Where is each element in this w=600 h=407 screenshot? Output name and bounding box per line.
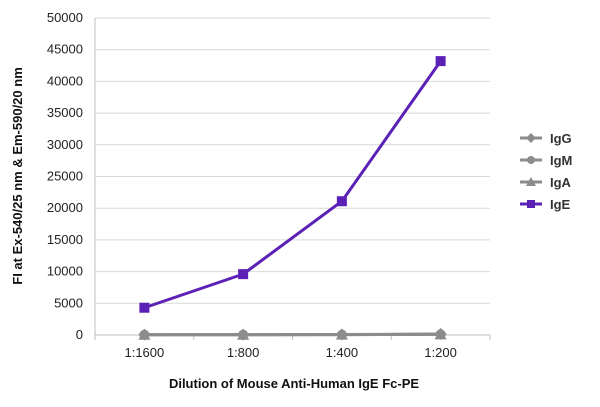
- y-tick-label: 10000: [47, 264, 83, 279]
- legend: IgG IgM IgA IgE: [520, 131, 572, 212]
- data-point-IgE: [139, 302, 150, 313]
- x-tick-labels: 1:1600 1:800 1:400 1:200: [124, 345, 456, 360]
- series-IgE: [139, 56, 446, 313]
- data-point-IgE: [435, 56, 446, 67]
- legend-marker: [526, 133, 536, 143]
- legend-label: IgM: [550, 153, 572, 168]
- legend-item-IgG: IgG: [520, 131, 572, 146]
- legend-marker: [527, 156, 535, 164]
- y-tick-labels: 0 5000 10000 15000 20000 25000 30000 35000 40000…: [47, 10, 83, 342]
- legend-item-IgA: IgA: [520, 175, 572, 190]
- legend-item-IgM: IgM: [520, 153, 572, 168]
- y-tick-label: 40000: [47, 73, 83, 88]
- data-point-IgA: [138, 328, 151, 340]
- y-tick-label: 50000: [47, 10, 83, 25]
- legend-item-IgE: IgE: [520, 197, 571, 212]
- legend-label: IgG: [550, 131, 572, 146]
- x-tick-label: 1:200: [424, 345, 457, 360]
- x-axis-title: Dilution of Mouse Anti-Human IgE Fc-PE: [169, 376, 419, 391]
- data-point-IgA: [434, 328, 447, 340]
- legend-marker: [526, 177, 536, 186]
- y-tick-label: 5000: [54, 295, 83, 310]
- data-point-IgE: [238, 269, 249, 280]
- gridlines: [95, 17, 490, 304]
- legend-marker: [527, 200, 535, 208]
- y-tick-label: 30000: [47, 137, 83, 152]
- data-point-IgE: [336, 196, 347, 207]
- legend-label: IgA: [550, 175, 572, 190]
- y-tick-label: 15000: [47, 232, 83, 247]
- x-tick-label: 1:400: [326, 345, 359, 360]
- y-tick-label: 20000: [47, 200, 83, 215]
- y-tick-label: 25000: [47, 169, 83, 184]
- y-axis-title: FI at Ex-540/25 nm & Em-590/20 nm: [10, 67, 25, 284]
- legend-label: IgE: [550, 197, 571, 212]
- y-tick-label: 35000: [47, 105, 83, 120]
- x-tick-label: 1:800: [227, 345, 260, 360]
- y-tick-label: 45000: [47, 42, 83, 57]
- axes: [94, 18, 491, 340]
- series-IgA: [138, 328, 447, 340]
- data-point-IgA: [335, 328, 348, 340]
- x-tick-label: 1:1600: [124, 345, 164, 360]
- series-group: [138, 56, 447, 341]
- series-line-IgE: [143, 60, 442, 310]
- data-point-IgA: [237, 328, 250, 340]
- y-tick-label: 0: [76, 327, 83, 342]
